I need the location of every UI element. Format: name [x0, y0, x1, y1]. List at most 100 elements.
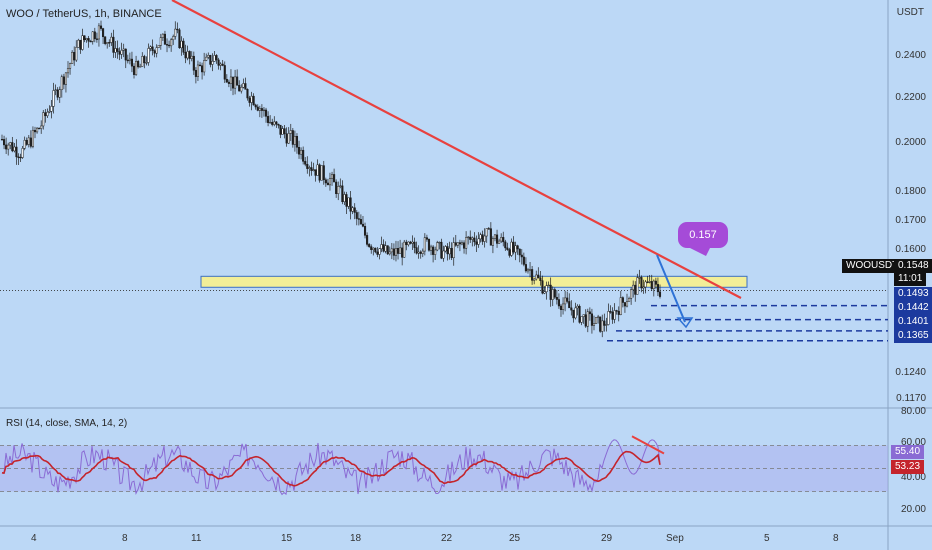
- candle-body: [553, 289, 556, 298]
- candle-body: [122, 48, 125, 51]
- time-tick: 22: [441, 533, 453, 544]
- candle-body: [99, 25, 103, 29]
- time-tick: 5: [764, 533, 770, 544]
- candle-body: [378, 248, 381, 255]
- rsi-tick: 40.00: [900, 472, 926, 483]
- candle-body: [97, 25, 100, 40]
- candle-body: [135, 61, 138, 75]
- candle-body: [60, 76, 63, 90]
- candle-body: [318, 164, 321, 181]
- candle-body: [384, 245, 387, 252]
- candle-body: [438, 241, 441, 244]
- candle-body: [549, 284, 552, 300]
- candle-body: [419, 251, 422, 254]
- candle-body: [81, 35, 84, 50]
- candle-body: [407, 241, 410, 246]
- candle-body: [355, 212, 358, 219]
- candle-body: [252, 95, 255, 106]
- candle-body: [151, 46, 154, 51]
- candle-body: [403, 241, 406, 258]
- candle-body: [415, 247, 418, 254]
- candle-body: [603, 320, 606, 326]
- candle-body: [128, 58, 131, 61]
- candle-body: [570, 307, 573, 311]
- candle-body: [498, 240, 501, 244]
- candle-body: [36, 127, 39, 133]
- candle-body: [630, 289, 633, 299]
- candle-body: [485, 228, 488, 237]
- candle-body: [46, 111, 49, 117]
- candle-body: [634, 284, 637, 295]
- candle-body: [386, 245, 389, 255]
- candle-body: [605, 324, 608, 326]
- candle-body: [539, 277, 542, 281]
- candle-body: [17, 156, 20, 158]
- candle-body: [531, 269, 534, 281]
- candle-body: [73, 51, 76, 61]
- candle-body: [283, 128, 286, 135]
- candle-body: [295, 136, 299, 148]
- candle-body: [526, 269, 530, 272]
- candle-body: [374, 247, 377, 253]
- candle-body: [13, 146, 16, 152]
- candle-body: [623, 302, 626, 307]
- candle-body: [217, 59, 220, 66]
- candle-body: [444, 246, 447, 252]
- candle-body: [194, 70, 197, 77]
- candle-body: [161, 33, 164, 38]
- candle-body: [287, 133, 290, 144]
- candle-body: [366, 235, 369, 245]
- time-tick: 8: [122, 533, 128, 544]
- candle-body: [574, 307, 577, 319]
- candle-body: [522, 256, 525, 265]
- candle-body: [648, 281, 651, 283]
- candle-body: [227, 81, 230, 84]
- candle-body: [545, 285, 548, 293]
- candle-body: [56, 89, 59, 98]
- candle-body: [368, 244, 371, 247]
- rsi-tick: 80.00: [900, 406, 926, 417]
- candle-body: [524, 264, 527, 272]
- candle-body: [58, 89, 61, 98]
- candle-body: [201, 65, 204, 73]
- candle-body: [483, 235, 486, 242]
- candle-body: [293, 136, 296, 145]
- candle-body: [141, 56, 144, 67]
- candle-body: [5, 144, 8, 150]
- candle-body: [153, 50, 156, 54]
- candle-body: [343, 194, 346, 203]
- candle-body: [75, 47, 78, 61]
- candle-body: [382, 244, 385, 252]
- candle-body: [93, 31, 96, 40]
- candle-body: [636, 277, 639, 295]
- candle-body: [205, 56, 208, 61]
- candle-body: [322, 165, 325, 180]
- candle-body: [211, 61, 214, 65]
- candle-body: [421, 250, 424, 254]
- candle-body: [442, 250, 445, 259]
- candle-body: [52, 90, 55, 107]
- candle-body: [314, 169, 317, 176]
- candle-body: [44, 112, 47, 117]
- candle-body: [399, 247, 402, 254]
- candle-body: [240, 87, 243, 92]
- candle-body: [429, 246, 433, 251]
- candle-body: [566, 297, 569, 302]
- candle-body: [578, 305, 581, 323]
- candle-body: [489, 228, 492, 246]
- candle-body: [42, 112, 45, 127]
- time-tick: Sep: [666, 533, 684, 544]
- candle-body: [71, 51, 74, 64]
- candle-body: [159, 37, 162, 46]
- candle-body: [250, 95, 253, 103]
- candle-body: [456, 242, 459, 246]
- candle-body: [413, 241, 416, 248]
- candle-body: [493, 234, 497, 239]
- candle-body: [409, 241, 412, 244]
- candle-body: [110, 36, 113, 43]
- candle-body: [551, 289, 554, 300]
- candle-body: [582, 314, 585, 317]
- target-level-tag: 0.1401: [894, 315, 932, 329]
- candle-body: [108, 42, 111, 44]
